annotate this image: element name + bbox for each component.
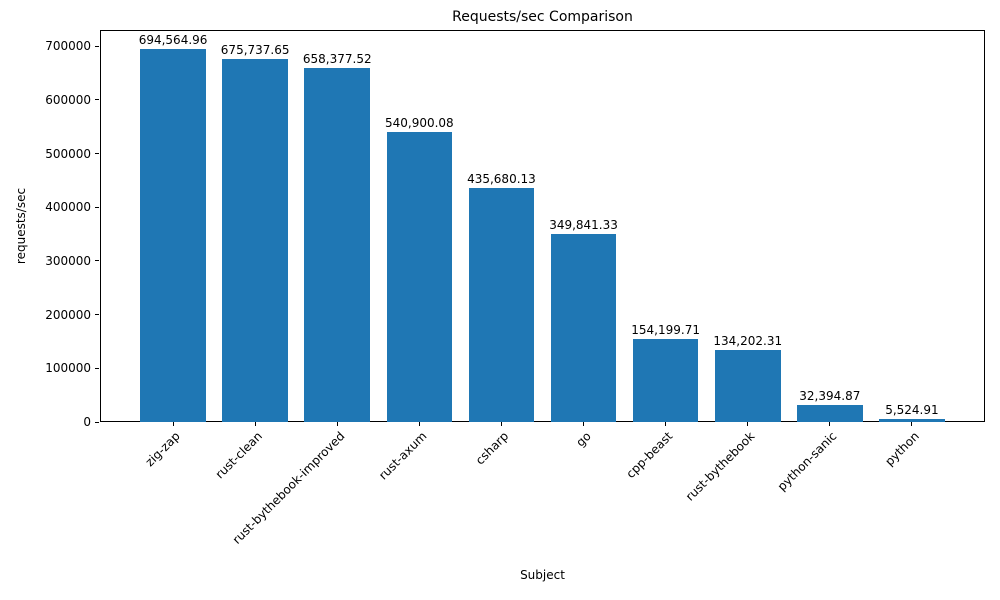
bar <box>879 419 945 422</box>
plot-area: 0 100000 200000 300000 400000 500000 600000 700… <box>45 30 985 547</box>
x-axis-label: Subject <box>520 568 565 582</box>
bar-value-label: 435,680.13 <box>467 172 536 187</box>
x-tick-mark <box>500 422 502 426</box>
chart-title: Requests/sec Comparison <box>452 9 633 25</box>
x-tick-mark <box>911 422 913 426</box>
x-tick-mark <box>829 422 831 426</box>
y-tick-label: 0 <box>83 415 91 429</box>
y-tick-mark <box>95 206 99 208</box>
x-tick-mark <box>583 422 585 426</box>
x-tick-label-text: zig-zap <box>142 429 183 470</box>
y-tick-mark <box>95 421 99 423</box>
x-tick-mark <box>254 422 256 426</box>
bar-value-label: 540,900.08 <box>384 115 454 130</box>
top-spine <box>100 30 985 31</box>
bar <box>386 131 453 422</box>
bar <box>304 68 371 422</box>
y-tick-label: 500000 <box>45 146 91 161</box>
x-tick-label-text: csharp <box>472 429 512 468</box>
y-tick-mark <box>95 45 99 47</box>
x-tick-label-text: cpp-beast <box>623 429 676 481</box>
x-tick-label-text: go <box>572 429 594 450</box>
bar-value-label: 658,377.52 <box>302 52 372 67</box>
bar-value-label: 5,524.91 <box>885 403 939 418</box>
y-tick-label: 400000 <box>45 200 91 215</box>
bar-value-label: 694,564.96 <box>138 33 208 48</box>
y-axis-line <box>100 30 101 422</box>
x-tick-mark <box>747 422 749 426</box>
x-tick-mark <box>172 422 174 426</box>
bar-value-label: 349,841.33 <box>549 218 618 233</box>
bar <box>796 404 863 422</box>
bar <box>140 49 206 422</box>
bar-value-label: 134,202.31 <box>713 333 783 348</box>
y-tick-mark <box>95 260 99 262</box>
y-tick-label: 600000 <box>45 92 91 107</box>
x-tick-mark <box>418 422 420 426</box>
bar <box>550 234 617 422</box>
y-tick-label: 700000 <box>45 39 91 54</box>
bar <box>222 59 288 422</box>
x-axis-line <box>100 421 985 422</box>
y-tick-mark <box>95 99 99 101</box>
x-tick-label-text: python-sanic <box>775 429 840 494</box>
y-axis-label: requests/sec <box>14 187 28 265</box>
x-tick-label-text: rust-bythebook <box>683 429 758 504</box>
x-tick-label-text: rust-axum <box>375 429 430 483</box>
bar-value-label: 32,394.87 <box>799 388 861 403</box>
y-tick-label: 300000 <box>45 253 91 268</box>
x-tick-mark <box>665 422 667 426</box>
y-tick-label: 200000 <box>45 307 91 322</box>
right-spine <box>984 30 985 422</box>
bar <box>632 339 699 422</box>
y-tick-mark <box>95 153 99 154</box>
x-tick-mark <box>336 422 338 426</box>
y-tick-label: 100000 <box>45 361 91 376</box>
x-tick-label-text: rust-clean <box>212 429 266 482</box>
bar-value-label: 675,737.65 <box>220 43 290 58</box>
bar <box>468 188 535 422</box>
bar-value-label: 154,199.71 <box>631 323 700 338</box>
y-tick-mark <box>95 314 99 316</box>
bar <box>714 349 781 422</box>
y-tick-mark <box>95 367 99 369</box>
x-tick-label-text: python <box>882 429 922 469</box>
